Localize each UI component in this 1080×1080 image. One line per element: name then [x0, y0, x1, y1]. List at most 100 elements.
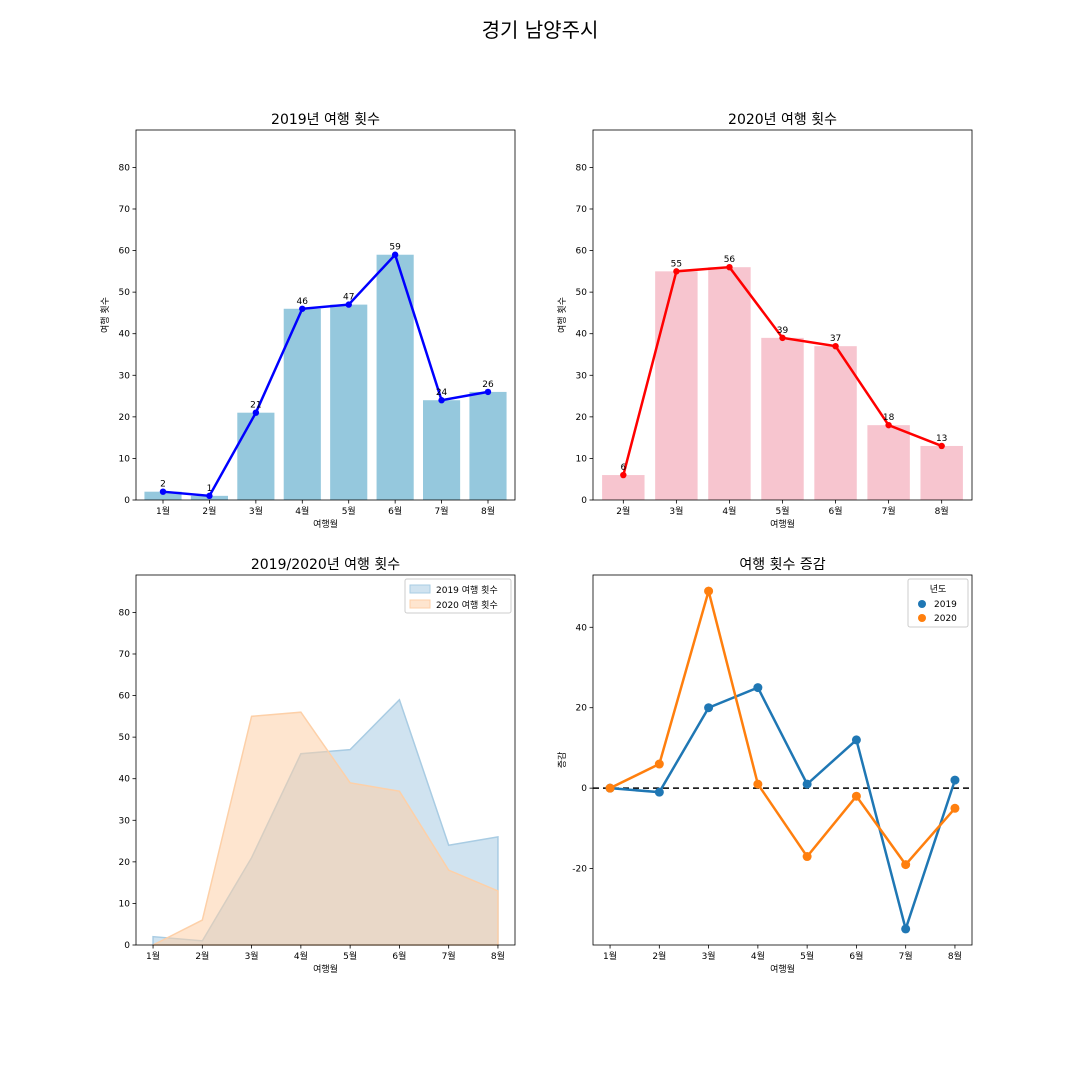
axes-frame	[592, 574, 973, 946]
axes-frame	[135, 574, 516, 946]
data-point	[252, 409, 260, 416]
x-axis-label: 여행월	[770, 963, 795, 975]
data-point	[753, 683, 763, 693]
data-point	[950, 803, 960, 813]
y-tick-label: 20	[119, 413, 131, 423]
data-label: 6	[620, 463, 626, 473]
bar-6월	[814, 346, 857, 500]
data-label: 55	[671, 259, 682, 269]
data-point	[206, 492, 213, 500]
y-tick-label: 60	[119, 692, 131, 702]
x-tick-label: 5월	[775, 505, 789, 517]
y-tick-label: -20	[572, 865, 587, 875]
x-tick-label: 2월	[202, 505, 216, 517]
y-tick-label: 0	[124, 941, 130, 951]
legend-title: 년도	[930, 584, 947, 595]
y-tick-label: 60	[576, 247, 588, 257]
x-tick-label: 3월	[669, 505, 683, 517]
area-series-2	[152, 711, 499, 946]
y-tick-label: 20	[119, 858, 131, 868]
y-tick-label: 30	[576, 371, 588, 381]
x-tick-label: 7월	[435, 505, 449, 517]
data-label: 2	[160, 480, 166, 490]
data-label: 26	[482, 380, 494, 390]
axes-frame	[135, 129, 516, 501]
bar-8월	[469, 391, 507, 500]
data-point	[851, 735, 861, 745]
bar-4월	[283, 308, 321, 500]
x-tick-label: 7월	[442, 950, 456, 962]
chart-title: 2020년 여행 횟수	[728, 112, 837, 128]
data-point	[704, 586, 714, 596]
data-point	[901, 860, 911, 870]
data-label: 18	[883, 413, 895, 423]
x-tick-label: 1월	[156, 505, 170, 517]
y-tick-label: 30	[119, 371, 131, 381]
legend-swatch	[409, 599, 431, 609]
data-point	[438, 397, 445, 404]
bar-2월	[602, 475, 645, 500]
x-axis-label: 여행월	[770, 518, 795, 530]
legend-box	[404, 578, 512, 614]
bar-8월	[920, 445, 963, 500]
bar-7월	[867, 425, 910, 500]
y-tick-label: 40	[119, 775, 131, 785]
x-tick-label: 5월	[800, 950, 814, 962]
x-tick-label: 3월	[249, 505, 263, 517]
data-label: 46	[297, 297, 309, 307]
y-axis-label: 여행 횟수	[556, 297, 568, 333]
x-tick-label: 3월	[702, 950, 716, 962]
bar-3월	[655, 271, 698, 500]
y-axis-label: 증감	[556, 752, 568, 769]
legend-marker	[918, 600, 926, 608]
data-point	[938, 442, 945, 450]
y-tick-label: 0	[581, 496, 587, 506]
x-tick-label: 8월	[491, 950, 505, 962]
x-tick-label: 7월	[899, 950, 913, 962]
y-tick-label: 50	[119, 733, 131, 743]
data-point	[605, 783, 615, 793]
bar-7월	[422, 400, 461, 500]
data-label: 37	[830, 334, 841, 344]
x-tick-label: 6월	[829, 505, 843, 517]
x-tick-label: 4월	[751, 950, 765, 962]
trend-line	[162, 252, 489, 498]
data-point	[885, 421, 892, 429]
x-tick-label: 5월	[343, 950, 357, 962]
data-point	[159, 488, 167, 495]
data-point	[726, 263, 733, 271]
figure-title: 경기 남양주시	[481, 18, 599, 42]
data-point	[391, 251, 399, 258]
data-label: 13	[936, 434, 947, 444]
y-tick-label: 10	[576, 454, 588, 464]
x-tick-label: 8월	[481, 505, 495, 517]
data-point	[299, 305, 306, 312]
data-point	[673, 268, 680, 275]
legend-marker	[918, 614, 926, 622]
x-tick-label: 8월	[948, 950, 962, 962]
x-tick-label: 6월	[849, 950, 863, 962]
x-tick-label: 2월	[652, 950, 666, 962]
chart-panel-3: 2019/2020년 여행 횟수 0 10 20 30 40 50 60 70 80 1월 2월 3월 4…	[119, 557, 516, 975]
x-axis-label: 여행월	[313, 963, 338, 975]
y-tick-label: 10	[119, 454, 131, 464]
y-tick-label: 70	[119, 205, 131, 215]
data-label: 39	[777, 326, 789, 336]
data-point	[620, 471, 627, 479]
x-axis-label: 여행월	[313, 518, 338, 530]
data-point	[802, 779, 812, 789]
chart-title: 여행 횟수 증감	[739, 557, 825, 573]
x-tick-label: 5월	[342, 505, 356, 517]
y-tick-label: 40	[576, 623, 588, 633]
bar-3월	[237, 412, 275, 500]
y-tick-label: 30	[119, 816, 131, 826]
data-point	[851, 791, 861, 801]
y-tick-label: 50	[576, 288, 588, 298]
data-point	[802, 852, 812, 862]
y-tick-label: 80	[119, 608, 131, 618]
x-tick-label: 6월	[388, 505, 402, 517]
data-point	[779, 334, 786, 342]
